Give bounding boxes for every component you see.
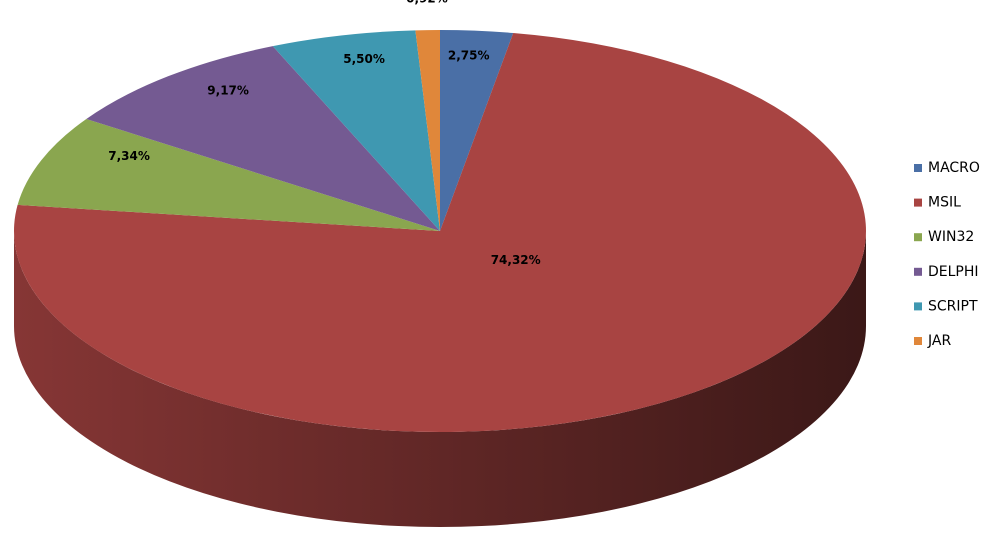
- legend-label: SCRIPT: [928, 298, 978, 314]
- legend-swatch: [914, 164, 922, 172]
- pie-slice: [86, 46, 440, 231]
- legend-swatch: [914, 198, 922, 207]
- legend-swatch: [914, 302, 922, 311]
- legend-swatch: [914, 337, 922, 345]
- data-label: 5,50%: [343, 52, 385, 66]
- pie-slice: [13, 32, 866, 432]
- legend-swatch: [914, 267, 922, 276]
- legend-swatch: [914, 233, 922, 242]
- data-label: 2,75%: [448, 48, 490, 62]
- pie-slice: [415, 30, 440, 231]
- data-label: 9,17%: [207, 84, 249, 98]
- pie-side: [14, 231, 866, 527]
- legend-label: MSIL: [928, 195, 961, 211]
- data-label: 74,32%: [491, 253, 541, 267]
- data-label: 0,92%: [406, 0, 448, 6]
- pie-slice: [272, 30, 440, 231]
- pie-slice: [17, 118, 441, 231]
- pie-slice: [440, 30, 514, 231]
- legend-label: JAR: [927, 333, 951, 349]
- legend-label: WIN32: [928, 229, 974, 245]
- data-label: 7,34%: [108, 149, 150, 163]
- legend-label: DELPHI: [928, 264, 979, 280]
- legend-label: MACRO: [928, 160, 980, 176]
